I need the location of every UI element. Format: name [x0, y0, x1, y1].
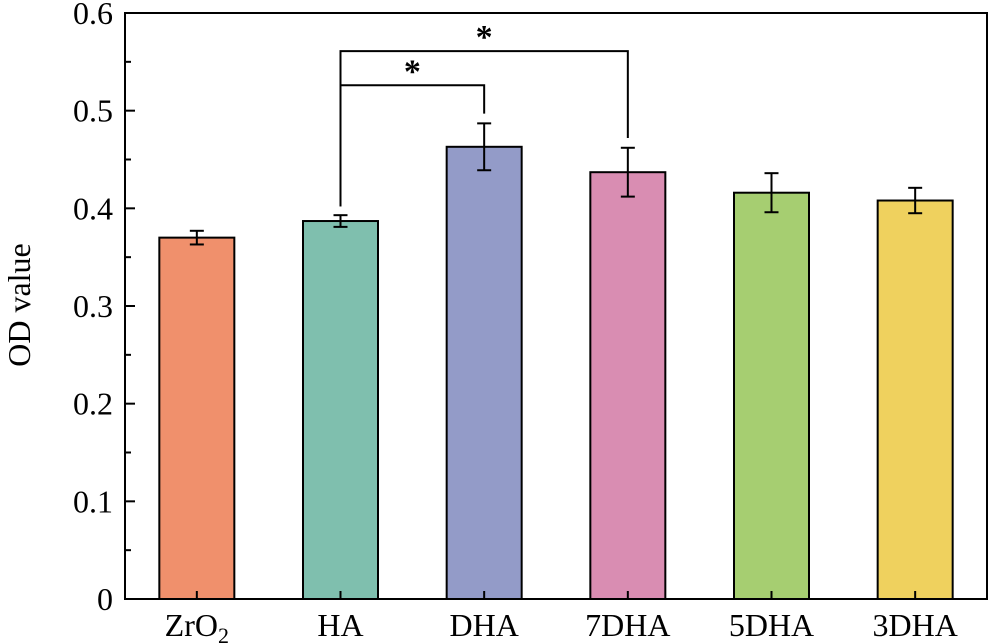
- x-tick-label: DHA: [450, 607, 519, 643]
- bar: [302, 220, 379, 600]
- y-tick-label: 0.1: [73, 483, 113, 519]
- bar: [158, 236, 236, 600]
- significance-bracket: [339, 50, 629, 207]
- y-axis-title: OD value: [1, 243, 37, 367]
- y-tick-label: 0: [97, 581, 113, 617]
- bar: [733, 191, 810, 600]
- x-tick-label: 5DHA: [729, 607, 814, 643]
- x-tick-label: HA: [317, 607, 363, 643]
- bar: [589, 171, 667, 601]
- error-bars-layer: [189, 122, 923, 246]
- y-tick-label: 0.4: [73, 190, 113, 226]
- bars-layer: [158, 145, 954, 601]
- x-axis-ticks: ZrO2 HA DHA 7DHA 5DHA 3DHA: [165, 591, 958, 643]
- y-tick-label: 0.5: [73, 93, 113, 129]
- y-tick-label: 0.6: [73, 0, 113, 31]
- plot-area-frame: [124, 12, 988, 600]
- significance-star: *: [476, 19, 493, 56]
- x-tick-label: 7DHA: [585, 607, 670, 643]
- significance-star: *: [404, 53, 421, 90]
- x-tick-label: ZrO2: [165, 607, 229, 643]
- y-tick-label: 0.2: [73, 386, 113, 422]
- bar: [445, 145, 523, 600]
- bar: [876, 199, 954, 601]
- y-axis-ticks: 0 0.1 0.2 0.3 0.4 0.5 0.6: [73, 0, 135, 617]
- significance-layer: **: [339, 19, 629, 207]
- y-tick-label: 0.3: [73, 288, 113, 324]
- x-tick-label: 3DHA: [873, 607, 958, 643]
